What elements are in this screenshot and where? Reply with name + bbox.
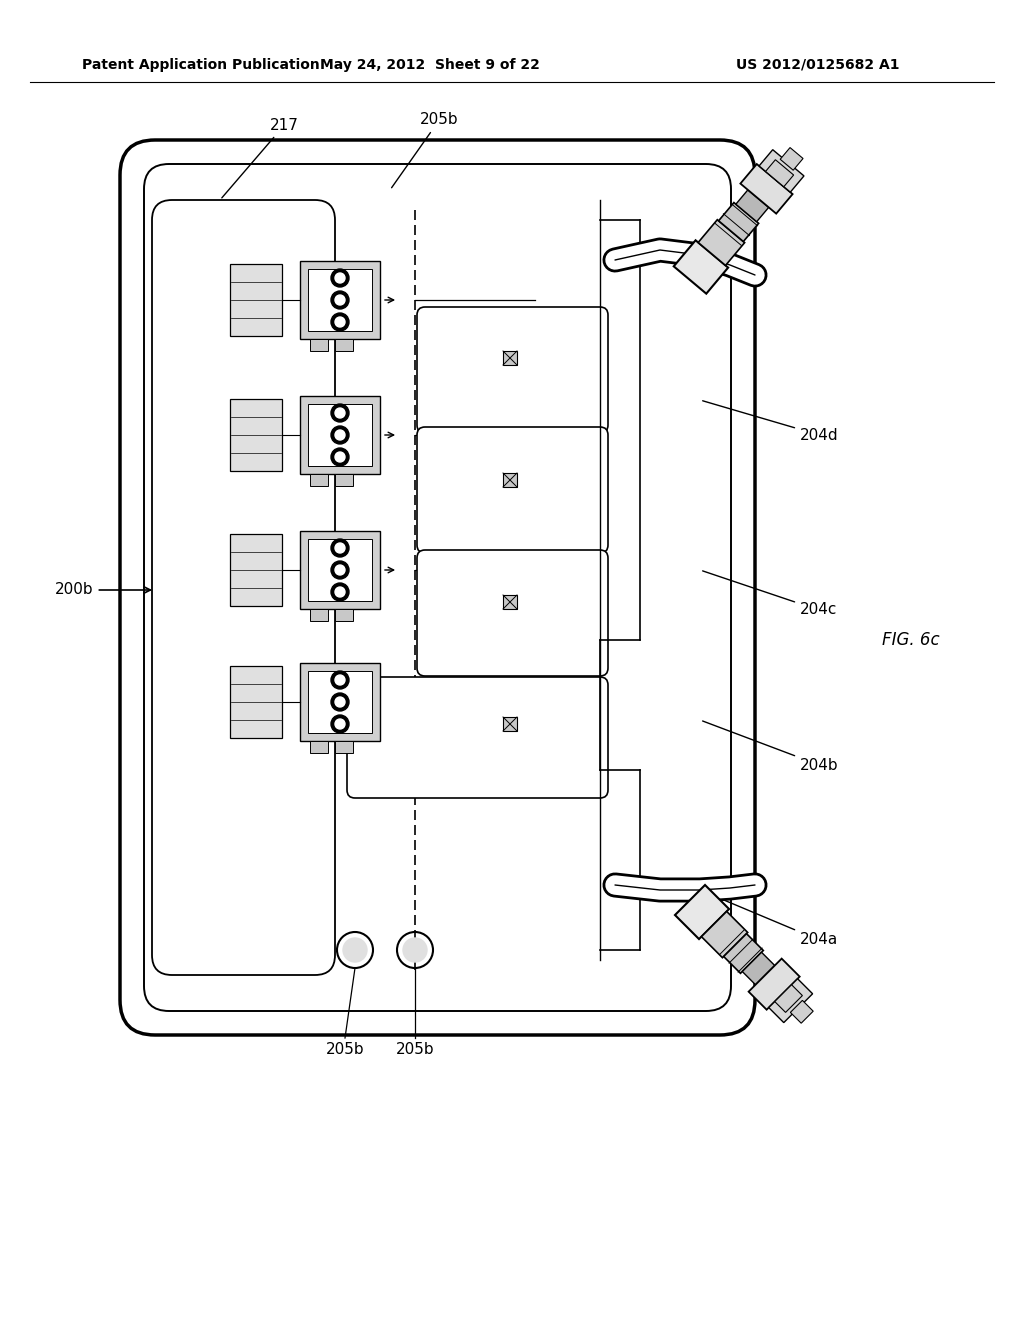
Circle shape: [335, 543, 345, 553]
Bar: [300, 531, 380, 609]
Polygon shape: [719, 202, 759, 242]
Circle shape: [331, 404, 349, 422]
Circle shape: [331, 290, 349, 309]
Bar: [310, 609, 328, 620]
FancyBboxPatch shape: [120, 140, 755, 1035]
Bar: [308, 671, 372, 733]
Polygon shape: [701, 911, 748, 958]
Bar: [335, 339, 353, 351]
Bar: [310, 474, 328, 486]
FancyBboxPatch shape: [417, 308, 608, 433]
Bar: [308, 539, 372, 601]
Bar: [503, 351, 517, 366]
Bar: [230, 667, 282, 738]
Circle shape: [331, 313, 349, 331]
Circle shape: [343, 939, 367, 962]
Text: 204d: 204d: [702, 401, 839, 442]
Bar: [308, 404, 372, 466]
Circle shape: [331, 715, 349, 733]
Text: May 24, 2012  Sheet 9 of 22: May 24, 2012 Sheet 9 of 22: [321, 58, 540, 73]
Circle shape: [331, 561, 349, 579]
Bar: [308, 269, 372, 331]
Circle shape: [335, 273, 345, 282]
Text: 205b: 205b: [391, 112, 459, 187]
Circle shape: [335, 408, 345, 418]
Bar: [310, 339, 328, 351]
Bar: [230, 399, 282, 471]
Polygon shape: [674, 240, 728, 293]
Polygon shape: [736, 190, 769, 222]
Circle shape: [335, 697, 345, 708]
Polygon shape: [775, 985, 803, 1012]
Circle shape: [335, 565, 345, 576]
Circle shape: [331, 426, 349, 444]
Bar: [335, 741, 353, 752]
Circle shape: [335, 719, 345, 729]
Circle shape: [335, 294, 345, 305]
Bar: [503, 473, 517, 487]
Polygon shape: [742, 952, 775, 985]
Circle shape: [331, 693, 349, 711]
Text: 204b: 204b: [702, 721, 839, 772]
Bar: [503, 595, 517, 609]
Text: US 2012/0125682 A1: US 2012/0125682 A1: [736, 58, 900, 73]
Text: 204c: 204c: [702, 570, 838, 618]
Polygon shape: [759, 149, 804, 193]
Bar: [230, 535, 282, 606]
Text: 200b: 200b: [55, 582, 151, 598]
Circle shape: [335, 675, 345, 685]
Polygon shape: [766, 160, 794, 186]
Circle shape: [335, 430, 345, 440]
Circle shape: [335, 317, 345, 327]
Bar: [503, 717, 517, 731]
Bar: [310, 741, 328, 752]
Polygon shape: [740, 164, 793, 214]
Polygon shape: [769, 978, 813, 1023]
Circle shape: [331, 269, 349, 286]
Polygon shape: [698, 219, 744, 265]
Bar: [300, 261, 380, 339]
Circle shape: [335, 587, 345, 597]
Bar: [300, 663, 380, 741]
Text: 205b: 205b: [395, 1043, 434, 1057]
FancyBboxPatch shape: [152, 201, 335, 975]
Bar: [335, 474, 353, 486]
Circle shape: [331, 447, 349, 466]
Circle shape: [331, 671, 349, 689]
FancyBboxPatch shape: [347, 677, 608, 799]
Circle shape: [331, 539, 349, 557]
Polygon shape: [780, 148, 803, 170]
Text: 204a: 204a: [702, 891, 839, 948]
Polygon shape: [675, 884, 729, 939]
Polygon shape: [749, 958, 800, 1010]
Circle shape: [335, 451, 345, 462]
Text: 217: 217: [222, 117, 299, 198]
Bar: [335, 609, 353, 620]
FancyBboxPatch shape: [417, 550, 608, 676]
Circle shape: [331, 583, 349, 601]
Bar: [230, 264, 282, 337]
Polygon shape: [724, 933, 763, 973]
FancyBboxPatch shape: [417, 426, 608, 553]
Polygon shape: [791, 1001, 813, 1023]
Text: FIG. 6c: FIG. 6c: [883, 631, 940, 649]
Bar: [300, 396, 380, 474]
Circle shape: [403, 939, 427, 962]
Text: Patent Application Publication: Patent Application Publication: [82, 58, 319, 73]
Text: 205b: 205b: [326, 1043, 365, 1057]
